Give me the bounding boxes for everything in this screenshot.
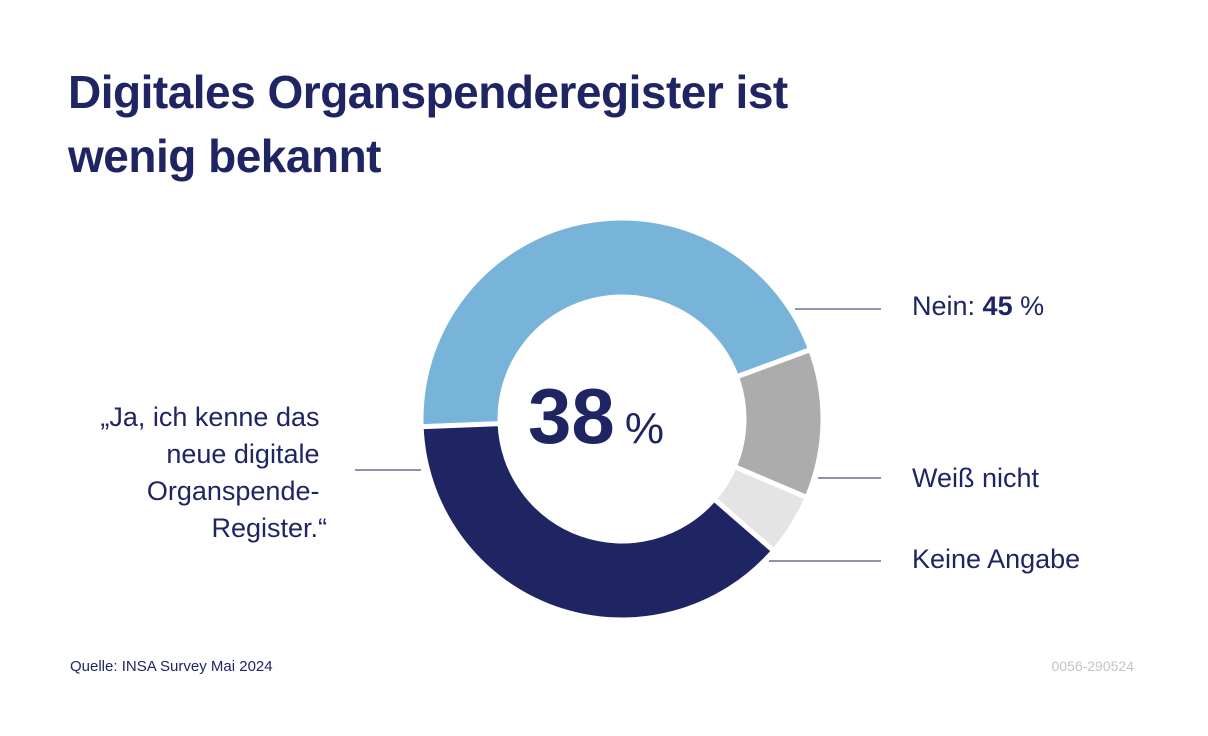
graphic-code: 0056-290524 bbox=[1051, 658, 1134, 674]
slice-nein bbox=[418, 215, 814, 430]
slice-ja bbox=[418, 421, 778, 623]
label-weiss-nicht: Weiß nicht bbox=[912, 463, 1040, 493]
label-keine-angabe: Keine Angabe bbox=[912, 544, 1080, 574]
label-ja: „Ja, ich kenne das neue digitale Organsp… bbox=[100, 402, 327, 543]
label-ja-line-1: „Ja, ich kenne das bbox=[100, 402, 319, 432]
label-nein-text: Nein: bbox=[912, 291, 983, 321]
label-ja-line-2: neue digitale bbox=[166, 439, 319, 469]
label-ja-line-4: Register.“ bbox=[211, 513, 327, 543]
center-value-label: 38% bbox=[528, 372, 664, 460]
leader-lines bbox=[355, 308, 881, 562]
page-title: Digitales Organspenderegister ist wenig … bbox=[68, 66, 788, 182]
center-unit: % bbox=[625, 404, 664, 453]
center-value: 38 bbox=[528, 372, 615, 460]
label-nein-value: 45 bbox=[983, 291, 1013, 321]
label-nein-unit: % bbox=[1013, 291, 1045, 321]
label-ja-line-3: Organspende- bbox=[147, 476, 320, 506]
label-nein: Nein: 45 % bbox=[912, 291, 1044, 321]
donut-slices bbox=[418, 215, 826, 623]
source-note: Quelle: INSA Survey Mai 2024 bbox=[70, 658, 273, 675]
